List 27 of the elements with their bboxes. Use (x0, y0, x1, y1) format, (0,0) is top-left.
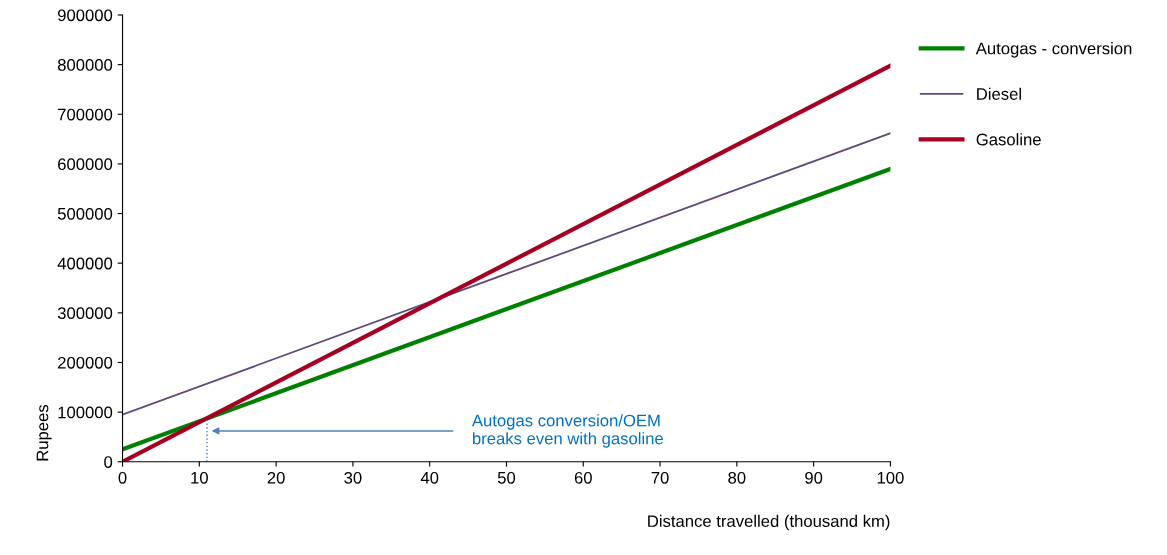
x-tick-label: 100 (877, 471, 904, 484)
y-tick-label: 600000 (58, 158, 113, 171)
x-tick-label: 80 (728, 471, 746, 484)
y-tick-label: 200000 (58, 356, 113, 369)
y-tick-label: 100000 (58, 406, 113, 419)
legend-label: Diesel (977, 87, 1021, 100)
x-tick-label: 0 (118, 471, 127, 484)
legend-label: Autogas - conversion (975, 42, 1132, 58)
x-tick-label: 40 (420, 471, 439, 484)
x-tick-label: 70 (651, 471, 669, 484)
x-tick-label: 30 (344, 471, 362, 484)
x-tick-label: 60 (574, 471, 592, 484)
y-tick-label: 900000 (57, 9, 113, 22)
y-tick-label: 700000 (58, 108, 113, 121)
x-tick-label: 50 (497, 471, 516, 484)
y-tick-label: 0 (104, 456, 113, 468)
x-tick-label: 10 (191, 471, 208, 484)
annotation: Autogas conversion/OEM breaks even with gasoline (471, 414, 663, 448)
x-tick-label: 20 (267, 471, 285, 484)
y-tick-label: 300000 (57, 307, 113, 320)
y-tick-label: 800000 (57, 59, 113, 71)
x-tick-label: 90 (805, 471, 823, 484)
legend-label: Gasoline (976, 133, 1041, 146)
y-axis-title: Rupees (36, 404, 52, 461)
x-axis-title: Distance travelled (thousand km) (648, 514, 890, 531)
y-tick-label: 400000 (57, 257, 113, 270)
y-tick-label: 500000 (57, 207, 113, 220)
